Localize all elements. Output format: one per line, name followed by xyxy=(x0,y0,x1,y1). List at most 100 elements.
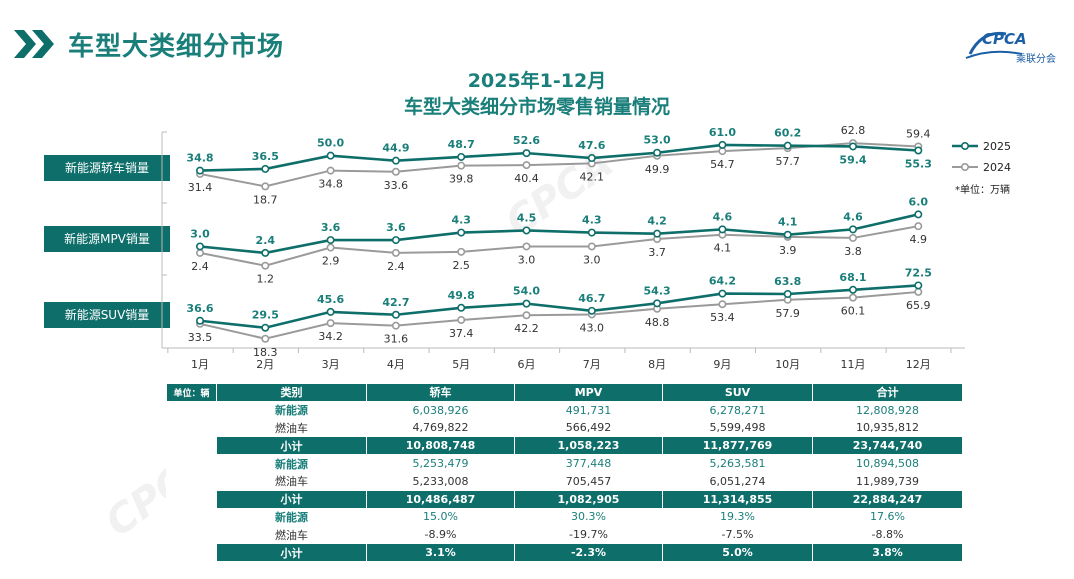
table-cell: -7.5% xyxy=(663,526,813,544)
unit-note: *单位：万辆 xyxy=(955,183,1010,196)
table-cell: 705,457 xyxy=(515,472,663,490)
x-tick-label: 8月 xyxy=(648,358,666,371)
table-row: 本月累计 新能源 6,038,926 491,731 6,278,271 12,… xyxy=(167,401,963,419)
data-label-2025: 34.8 xyxy=(186,152,213,165)
data-label-2024: 33.6 xyxy=(384,179,409,192)
x-tick-label: 10月 xyxy=(775,358,800,371)
series-2024-point xyxy=(915,289,921,295)
data-label-2024: 3.7 xyxy=(648,246,666,259)
series-2024-line xyxy=(200,292,918,339)
row-group-label: 同期累计 xyxy=(167,455,217,508)
data-label-2025: 45.6 xyxy=(317,293,344,306)
series-2025-point xyxy=(589,308,595,314)
series-2025-line xyxy=(200,285,918,327)
data-label-2025: 61.0 xyxy=(709,126,736,139)
series-2025-point xyxy=(458,229,464,235)
data-label-2024: 60.1 xyxy=(841,305,866,318)
series-2024-point xyxy=(262,263,268,269)
series-2025-point xyxy=(719,226,725,232)
data-label-2024: 3.0 xyxy=(518,253,536,266)
series-2025-point xyxy=(654,230,660,236)
data-label-2024: 34.2 xyxy=(318,330,343,343)
data-label-2024: 59.4 xyxy=(906,127,931,140)
data-label-2025: 44.9 xyxy=(382,142,409,155)
data-label-2025: 36.6 xyxy=(186,302,213,315)
table-cell: 5,263,581 xyxy=(663,455,813,473)
table-cell: 4,769,822 xyxy=(367,419,515,437)
series-2025-point xyxy=(654,150,660,156)
series-2025-point xyxy=(327,237,333,243)
series-2024-point xyxy=(393,250,399,256)
table-cell: 22,884,247 xyxy=(813,490,963,508)
legend-label-2024: 2024 xyxy=(983,161,1011,174)
data-label-2025: 54.0 xyxy=(513,285,540,298)
x-tick-label: 9月 xyxy=(713,358,731,371)
series-2024-point xyxy=(523,162,529,168)
series-2024-point xyxy=(850,235,856,241)
series-2024-point xyxy=(327,320,333,326)
row-group-label: 累计同比 xyxy=(167,508,217,561)
table-row: 燃油车 -8.9% -19.7% -7.5% -8.8% xyxy=(167,526,963,544)
x-tick-label: 4月 xyxy=(387,358,405,371)
data-label-2024: 33.5 xyxy=(188,331,213,344)
data-label-2024: 2.4 xyxy=(387,260,405,273)
series-2024-point xyxy=(327,167,333,173)
series-2025-point xyxy=(850,226,856,232)
data-label-2025: 3.6 xyxy=(321,221,341,234)
data-label-2024: 57.9 xyxy=(775,307,800,320)
x-tick-label: 6月 xyxy=(518,358,536,371)
data-label-2024: 3.0 xyxy=(583,253,601,266)
data-label-2025: 49.8 xyxy=(448,289,475,302)
series-2025-point xyxy=(785,142,791,148)
table-cell: -2.3% xyxy=(515,544,663,562)
data-label-2024: 4.9 xyxy=(910,233,928,246)
series-2024-point xyxy=(589,243,595,249)
table-cell: 5.0% xyxy=(663,544,813,562)
table-cell: 17.6% xyxy=(813,508,963,526)
table-cell: -8.9% xyxy=(367,526,515,544)
data-label-2025: 50.0 xyxy=(317,137,344,150)
table-header-row: 单位：辆 类别 轿车 MPV SUV 合计 xyxy=(167,384,963,402)
series-2025-point xyxy=(719,142,725,148)
data-label-2024: 2.5 xyxy=(452,259,470,272)
series-2025-point xyxy=(262,166,268,172)
series-2024-point xyxy=(850,294,856,300)
data-label-2024: 57.7 xyxy=(775,155,800,168)
row-label: 燃油车 xyxy=(217,419,367,437)
data-label-2025: 59.4 xyxy=(839,153,866,166)
column-header: 类别 xyxy=(217,384,367,402)
table-row: 小计 10,486,487 1,082,905 11,314,855 22,88… xyxy=(167,490,963,508)
data-label-2024: 54.7 xyxy=(710,158,735,171)
series-2024-point xyxy=(393,169,399,175)
legend-label-2025: 2025 xyxy=(983,140,1011,153)
x-tick-label: 11月 xyxy=(841,358,866,371)
table-cell: 11,877,769 xyxy=(663,437,813,455)
table-row: 小计 3.1% -2.3% 5.0% 3.8% xyxy=(167,544,963,562)
series-2024-point xyxy=(523,243,529,249)
data-label-2024: 42.2 xyxy=(514,322,539,335)
data-label-2025: 4.3 xyxy=(451,214,471,227)
row-label: 燃油车 xyxy=(217,526,367,544)
series-2025-point xyxy=(523,150,529,156)
series-2024-point xyxy=(523,312,529,318)
data-label-2025: 4.2 xyxy=(647,215,667,228)
table-cell: 30.3% xyxy=(515,508,663,526)
x-tick-label: 12月 xyxy=(906,358,931,371)
data-label-2024: 40.4 xyxy=(514,172,539,185)
table-cell: 6,278,271 xyxy=(663,401,813,419)
series-2025-point xyxy=(850,287,856,293)
data-label-2024: 43.0 xyxy=(580,321,605,334)
column-header: MPV xyxy=(515,384,663,402)
line-chart: 1月 2月 3月 4月 5月 6月 7月 8月 9月 10月 11月 12月34.831.436.51… xyxy=(0,0,1074,380)
data-label-2024: 62.8 xyxy=(841,124,866,137)
data-label-2024: 3.8 xyxy=(844,245,862,258)
data-label-2024: 53.4 xyxy=(710,311,735,324)
row-label: 小计 xyxy=(217,544,367,562)
series-2025-point xyxy=(523,227,529,233)
data-label-2024: 31.4 xyxy=(188,181,213,194)
row-label: 燃油车 xyxy=(217,472,367,490)
column-header: 轿车 xyxy=(367,384,515,402)
data-label-2025: 36.5 xyxy=(252,150,279,163)
series-2025-point xyxy=(915,282,921,288)
series-2025-line xyxy=(200,145,918,171)
